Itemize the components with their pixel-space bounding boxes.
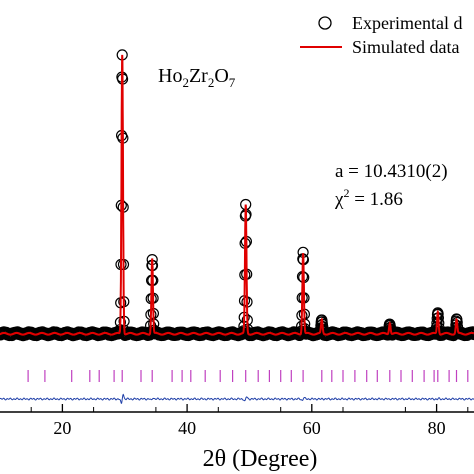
difference-line [0,393,474,404]
bragg-ticks [27,370,469,382]
x-tick-label: 20 [53,418,71,438]
compound-sub-2: 2 [208,75,215,90]
x-tick-label: 40 [178,418,196,438]
lattice-annotation: a = 10.4310(2) [335,161,448,182]
compound-sub-3: 7 [229,75,236,90]
compound-base-1: Ho [158,65,182,87]
chi-symbol: χ [334,189,344,210]
compound-sub-1: 2 [182,75,189,90]
simulated-line [0,54,474,336]
experimental-point [467,326,474,338]
legend-label-experimental: Experimental d [352,13,462,33]
x-tick-label: 60 [303,418,321,438]
legend: Experimental d Simulated data [300,13,462,57]
x-axis-label: 2θ (Degree) [203,446,318,472]
compound-base-2: Zr [189,65,208,87]
compound-base-3: O [214,65,228,87]
compound-label: Ho2Zr2O7 [158,65,236,90]
chi-exponent: 2 [343,186,349,200]
x-ticks: 20 40 60 80 [30,404,469,438]
plot-area: 20 40 60 80 [0,49,474,438]
chi-value: = 1.86 [349,189,402,210]
chi-annotation: χ2 = 1.86 [334,186,403,210]
x-tick-label: 80 [428,418,446,438]
legend-marker-experimental [318,16,332,30]
legend-label-simulated: Simulated data [352,37,459,57]
